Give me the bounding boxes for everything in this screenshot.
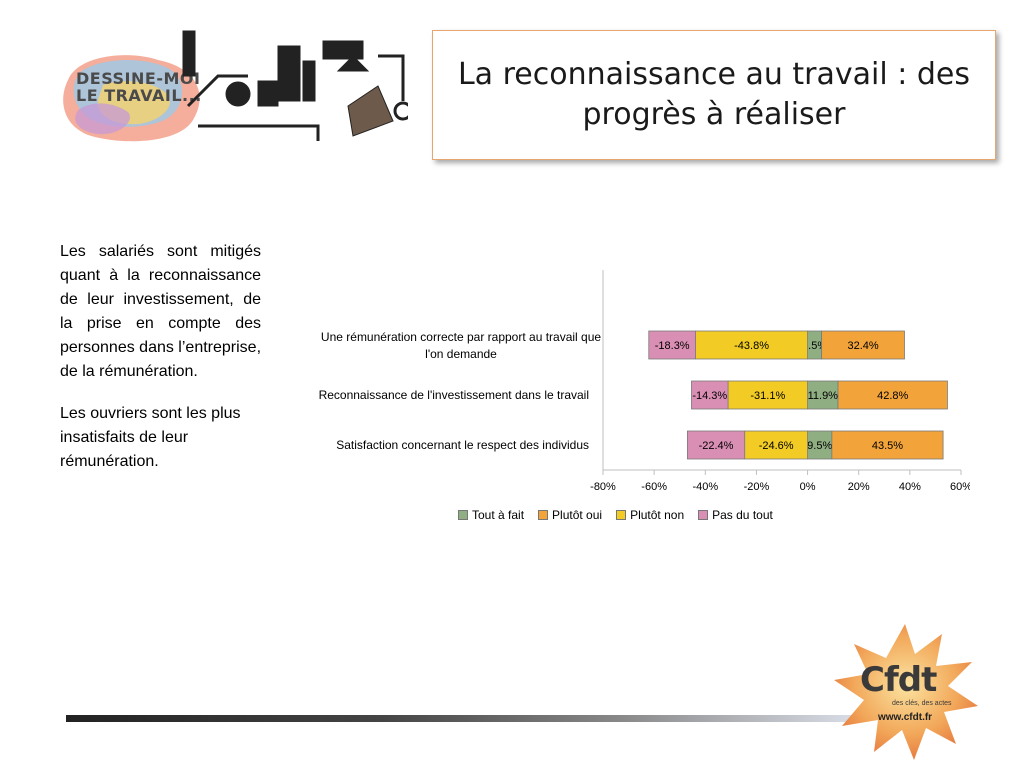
legend-swatch bbox=[538, 510, 549, 520]
bar-pas-du-tout bbox=[648, 330, 696, 360]
legend-swatch bbox=[698, 510, 709, 520]
data-label: -43.8% bbox=[734, 340, 769, 352]
cfdt-star-icon bbox=[834, 624, 978, 760]
cfdt-url: www.cfdt.fr bbox=[878, 712, 933, 723]
cfdt-tagline: des clés, des actes bbox=[892, 700, 952, 707]
chart-legend: Tout à fait Plutôt oui Plutôt non Pas du to… bbox=[458, 508, 773, 522]
bar-pas-du-tout bbox=[686, 430, 746, 460]
legend-label: Plutôt non bbox=[630, 508, 685, 522]
category-label: Satisfaction concernant le respect des i… bbox=[336, 438, 589, 452]
x-tick-label: 40% bbox=[899, 481, 921, 493]
data-label: -18.3% bbox=[655, 340, 690, 352]
data-label: 43.5% bbox=[872, 440, 903, 452]
bar-plut-t-non bbox=[727, 380, 808, 410]
legend-item: Plutôt oui bbox=[538, 508, 602, 522]
paragraph-2: Les ouvriers sont les plus insatisfaits … bbox=[60, 405, 241, 470]
legend-swatch bbox=[458, 510, 468, 520]
data-label: -31.1% bbox=[750, 390, 785, 402]
body-text: Les salariés sont mitigés quant à la rec… bbox=[60, 240, 261, 474]
category-label: Reconnaissance de l'investissement dans … bbox=[319, 388, 589, 402]
x-tick-label: -40% bbox=[692, 481, 718, 493]
cfdt-logo: Cfdt des clés, des actes www.cfdt.fr bbox=[830, 622, 980, 762]
legend-item: Plutôt non bbox=[616, 508, 684, 522]
bar-plut-t-oui bbox=[821, 330, 905, 360]
data-label: -22.4% bbox=[699, 440, 734, 452]
data-label: -24.6% bbox=[759, 440, 794, 452]
x-tick-label: 20% bbox=[848, 481, 870, 493]
data-label: 9.5% bbox=[807, 440, 832, 452]
legend-label: Pas du tout bbox=[712, 508, 773, 522]
bar-plut-t-oui bbox=[831, 430, 944, 460]
page-title: La reconnaissance au travail : des progr… bbox=[457, 57, 971, 132]
category-label: Une rémunération correcte par rapport au… bbox=[321, 330, 601, 361]
data-label: 5.5% bbox=[802, 340, 827, 352]
data-label: 32.4% bbox=[847, 340, 878, 352]
diverging-bar-chart: -80% -60% -40% -20% 0% 20% 40% 60% Une rémunérat… bbox=[319, 270, 970, 493]
logo-city-scene-icon bbox=[182, 30, 408, 141]
x-tick-label: -80% bbox=[590, 481, 616, 493]
x-tick-label: -60% bbox=[641, 481, 667, 493]
data-label: 42.8% bbox=[877, 390, 908, 402]
footer-gradient-line bbox=[66, 715, 856, 722]
cfdt-logo-text: Cfdt bbox=[860, 660, 937, 700]
bar-plut-t-non bbox=[744, 430, 808, 460]
legend-item: Tout à fait bbox=[458, 508, 524, 522]
bar-plut-t-non bbox=[695, 330, 808, 360]
legend-swatch bbox=[616, 510, 627, 520]
dessine-moi-logo: DESSINE-MOI LE TRAVAIL... bbox=[28, 26, 408, 146]
legend-label: Tout à fait bbox=[472, 508, 525, 522]
title-box: La reconnaissance au travail : des progr… bbox=[432, 30, 996, 160]
x-tick-label: -20% bbox=[744, 481, 770, 493]
legend-item: Pas du tout bbox=[698, 508, 773, 522]
legend-label: Plutôt oui bbox=[552, 508, 603, 522]
paragraph-1: Les salariés sont mitigés quant à la rec… bbox=[60, 243, 262, 380]
logo-blob-icon bbox=[63, 55, 200, 142]
data-label: -14.3% bbox=[692, 390, 727, 402]
logo-text: DESSINE-MOI LE TRAVAIL... bbox=[76, 69, 202, 105]
x-tick-label: 0% bbox=[800, 481, 816, 493]
x-tick-label: 60% bbox=[950, 481, 970, 493]
bar-plut-t-oui bbox=[837, 380, 948, 410]
data-label: 11.9% bbox=[808, 390, 839, 402]
bar-pas-du-tout bbox=[691, 380, 729, 410]
